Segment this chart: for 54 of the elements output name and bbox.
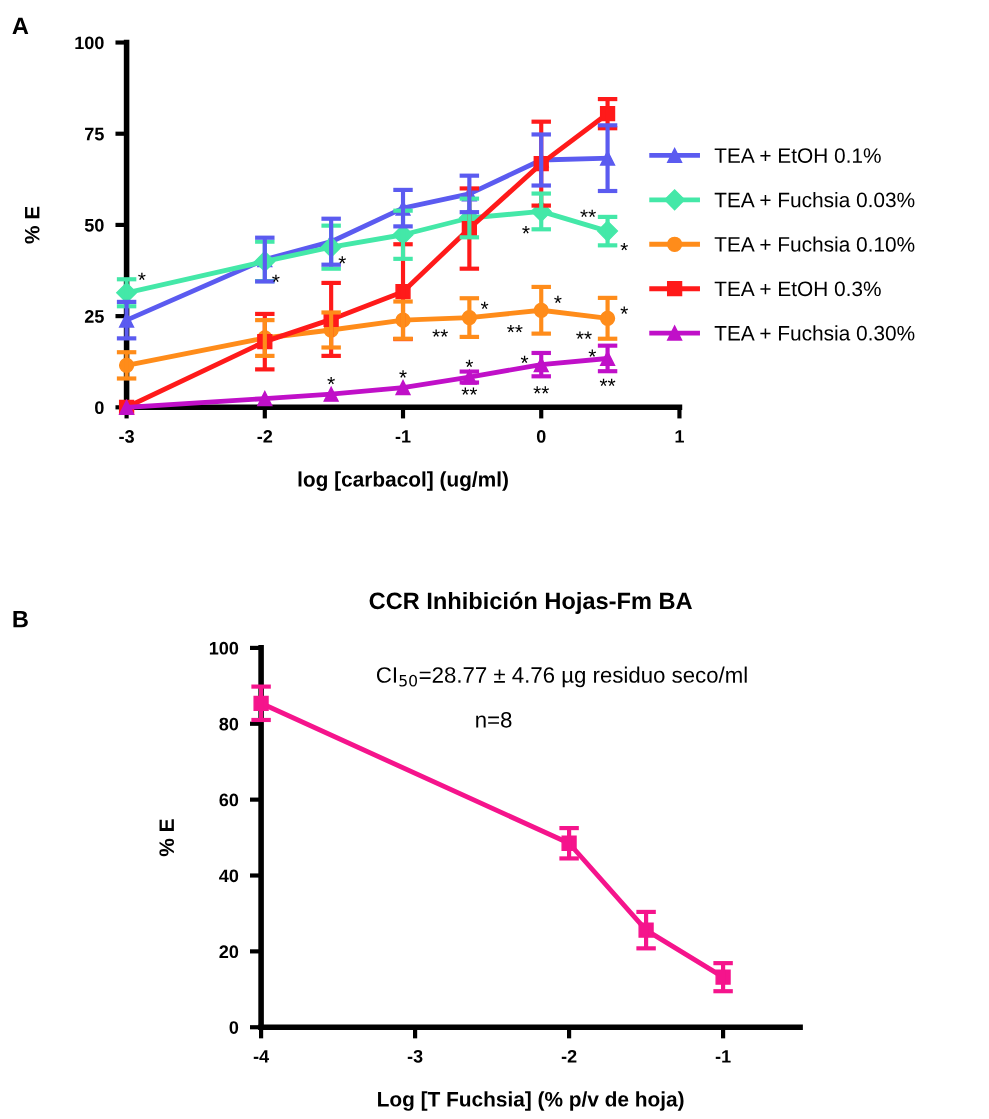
x-axis-title: log [carbacol] (ug/ml) — [298, 471, 508, 491]
legend-label: TEA + Fuchsia 0.03% — [714, 192, 915, 208]
legend-label: TEA + EtOH 0.3% — [714, 281, 881, 297]
annotation: * — [399, 370, 407, 378]
y-tick-label: 40 — [219, 869, 239, 883]
annotation: * — [554, 295, 562, 304]
annotation: * — [327, 376, 335, 385]
y-tick-label: 100 — [75, 36, 104, 50]
annotation: ** — [533, 386, 550, 394]
x-tick-label: -2 — [561, 1049, 577, 1063]
annotation: ** — [432, 329, 448, 337]
legend-label: TEA + Fuchsia 0.30% — [714, 325, 915, 341]
annotation: ** — [576, 331, 592, 339]
y-tick-label: 0 — [95, 401, 104, 415]
annotation: * — [338, 256, 346, 264]
legend-label: TEA + Fuchsia 0.10% — [714, 236, 915, 252]
text: A — [12, 17, 29, 35]
annotation: * — [480, 301, 489, 309]
annotation: CI$_{50}$=28.77 ± 4.76 µg residuo seco/ml — [376, 666, 747, 688]
y-tick-label: 100 — [209, 641, 239, 655]
x-tick-label: -1 — [395, 430, 411, 443]
annotation: * — [620, 243, 628, 251]
annotation: ** — [461, 387, 478, 395]
y-tick-label: 50 — [84, 218, 104, 232]
annotation: ** — [507, 324, 523, 333]
annotation: * — [465, 359, 474, 368]
annotation: * — [138, 272, 146, 281]
x-axis-title: Log [T Fuchsia] (% p/v de hoja) — [378, 1091, 684, 1111]
y-tick-label: 25 — [84, 310, 104, 323]
annotation: ** — [580, 209, 596, 217]
y-axis-title: % E — [159, 819, 175, 857]
x-tick-label: 1 — [675, 430, 684, 443]
y-tick-label: 75 — [85, 127, 104, 141]
y-axis-title: % E — [24, 206, 40, 244]
legend-label: TEA + EtOH 0.1% — [714, 148, 881, 163]
annotation: n=8 — [476, 711, 512, 728]
x-tick-label: 0 — [536, 430, 546, 443]
x-tick-label: -3 — [407, 1049, 423, 1063]
x-tick-label: -4 — [253, 1050, 270, 1063]
annotation: * — [620, 306, 628, 314]
annotation: * — [272, 274, 280, 282]
y-tick-label: 0 — [229, 1021, 239, 1034]
y-tick-label: 60 — [219, 793, 239, 807]
y-tick-label: 80 — [219, 717, 239, 731]
x-tick-label: -3 — [119, 430, 134, 443]
annotation: * — [522, 226, 530, 234]
annotation: ** — [599, 378, 616, 386]
y-tick-label: 20 — [219, 945, 239, 959]
annotation: * — [520, 355, 529, 363]
chart-title: CCR Inhibición Hojas-Fm BA — [369, 591, 692, 614]
text: B — [13, 610, 28, 628]
x-tick-label: -1 — [715, 1050, 731, 1063]
x-tick-label: -2 — [257, 430, 273, 443]
annotation: * — [588, 349, 597, 357]
